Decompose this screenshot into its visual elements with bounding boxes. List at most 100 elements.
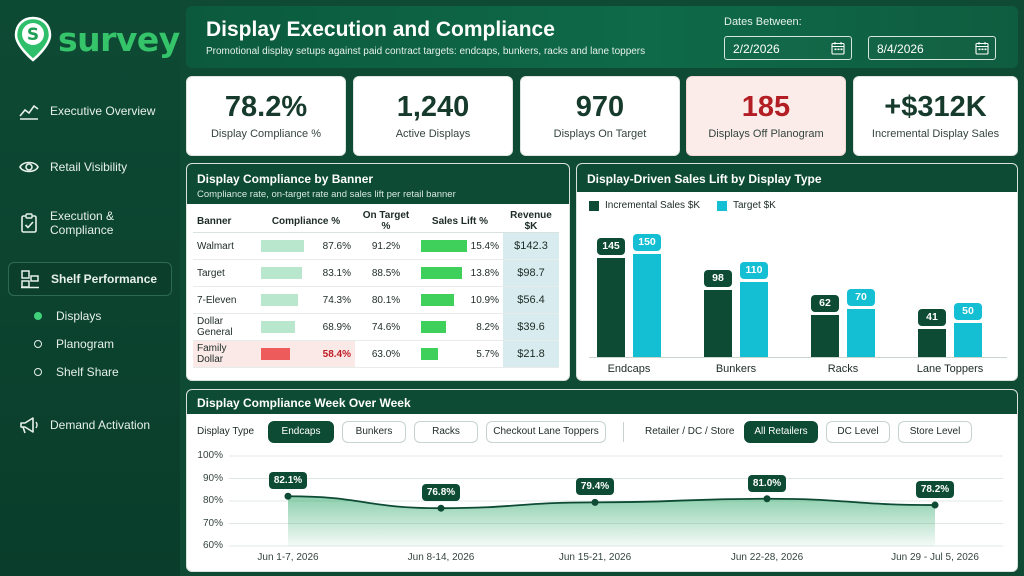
date-to-input[interactable]: 8/4/2026 [868,36,996,60]
bar-value-label: 150 [633,234,661,252]
display-type-label: Display Type [197,426,255,437]
sub-item-planogram[interactable]: Planogram [8,330,172,358]
column-header[interactable]: Sales Lift % [417,210,503,233]
sidebar-item-execution-compliance[interactable]: Execution & Compliance [8,206,172,240]
sidebar-item-retail-visibility[interactable]: Retail Visibility [8,150,172,184]
legend-label: Target $K [733,200,776,211]
kpi-displays-off-planogram: 185 Displays Off Planogram [686,76,846,156]
sidebar-item-label: Execution & Compliance [50,209,115,237]
bar-lane-toppers-target[interactable] [954,322,982,357]
sidebar-item-shelf-performance[interactable]: Shelf Performance [8,262,172,296]
sidebar-item-label: Retail Visibility [50,160,128,174]
lift-cell: 10.9% [417,286,503,314]
column-header[interactable]: On Target % [355,210,417,233]
kpi-value: 185 [741,91,791,123]
shelf-icon [21,270,39,289]
sidebar-item-executive-overview[interactable]: Executive Overview [8,94,172,128]
bar-racks-target[interactable] [847,309,875,357]
bar-value-label: 62 [811,294,839,312]
filter-chip-checkout-lane-toppers[interactable]: Checkout Lane Toppers [486,421,606,443]
date-from-value: 2/2/2026 [733,42,780,56]
on-target-value: 63.0% [355,340,417,368]
compliance-cell: 68.9% [257,313,355,341]
y-tick-label: 100% [197,450,223,461]
dot-icon [34,340,42,348]
bar-lane-toppers-incremental[interactable] [918,328,946,357]
page-header: Display Execution and Compliance Promoti… [186,6,1018,68]
panel-header: Display Compliance by Banner Compliance … [187,164,569,204]
sub-item-displays[interactable]: Displays [8,302,172,330]
compliance-bar [261,267,302,279]
bar-bunkers-incremental[interactable] [704,289,732,357]
y-tick-label: 90% [202,472,223,484]
line-point[interactable] [931,501,939,509]
bar-racks-incremental[interactable] [811,314,839,357]
line-point[interactable] [437,504,445,512]
calendar-icon[interactable] [975,41,989,55]
x-tick-label: Jun 15-21, 2026 [558,552,632,563]
revenue-value: $39.6 [503,313,559,341]
trend-line-icon [19,104,39,120]
filter-chip-store-level[interactable]: Store Level [898,421,972,443]
line-point[interactable] [284,492,292,500]
table-row[interactable]: Target 83.1% 88.5% 13.8% $98.7 [193,259,559,287]
line-chart-svg [229,455,1003,547]
line-point[interactable] [763,495,771,503]
logo[interactable]: S survey [14,16,180,62]
sub-item-shelf-share[interactable]: Shelf Share [8,358,172,386]
lift-bar [421,240,467,252]
lift-bar [421,267,462,279]
sidebar-item-label: Demand Activation [50,418,151,432]
bar-value-label: 41 [918,308,946,326]
column-header[interactable]: Compliance % [257,210,355,233]
compliance-value: 87.6% [322,241,351,252]
sub-item-label: Shelf Share [56,365,119,379]
bar-endcaps-incremental[interactable] [597,257,625,357]
y-tick-label: 70% [202,517,223,529]
dot-icon [34,368,42,376]
table-row[interactable]: Family Dollar 58.4% 63.0% 5.7% $21.8 [193,340,559,368]
filter-chip-all-retailers[interactable]: All Retailers [744,421,818,443]
kpi-label: Displays Off Planogram [708,128,824,140]
kpi-label: Active Displays [395,128,471,140]
lift-value: 10.9% [470,295,499,306]
kpi-label: Displays On Target [553,128,647,140]
filter-chip-racks[interactable]: Racks [414,421,478,443]
table-row[interactable]: Walmart 87.6% 91.2% 15.4% $142.3 [193,232,559,260]
column-header[interactable]: Revenue $K [503,210,559,233]
table-row[interactable]: Dollar General 68.9% 74.6% 8.2% $39.6 [193,313,559,341]
compliance-bar [261,294,298,306]
level-label: Retailer / DC / Store [645,426,735,437]
bar-value-label: 50 [954,302,982,320]
bar-bunkers-target[interactable] [740,281,768,357]
logo-text: survey [58,19,180,59]
table-row[interactable]: 7-Eleven 74.3% 80.1% 10.9% $56.4 [193,286,559,314]
date-from-input[interactable]: 2/2/2026 [724,36,852,60]
bar-value-label: 98 [704,269,732,287]
column-header[interactable]: Banner [193,210,257,233]
point-value-label: 76.8% [422,484,460,502]
kpi-displays-on-target: 970 Displays On Target [520,76,680,156]
table-header-row: Banner Compliance % On Target % Sales Li… [193,210,559,233]
revenue-value: $142.3 [503,232,559,260]
filter-chip-bunkers[interactable]: Bunkers [342,421,406,443]
compliance-cell: 87.6% [257,232,355,260]
on-target-value: 80.1% [355,286,417,314]
kpi-active-displays: 1,240 Active Displays [353,76,513,156]
filter-chip-endcaps[interactable]: Endcaps [268,421,334,443]
lift-cell: 15.4% [417,232,503,260]
banner-compliance-panel: Display Compliance by Banner Compliance … [186,163,570,381]
filter-chip-dc-level[interactable]: DC Level [826,421,890,443]
category-label: Lane Toppers [916,363,984,375]
bar-value-label: 145 [597,237,625,255]
bar-endcaps-target[interactable] [633,254,661,357]
date-to-value: 8/4/2026 [877,42,924,56]
y-tick-label: 60% [202,540,223,551]
legend-swatch [589,200,599,211]
line-point[interactable] [591,498,599,506]
compliance-bar [261,348,291,360]
survey-logo-icon: S [14,16,52,62]
compliance-bar [261,321,296,333]
sidebar-item-demand-activation[interactable]: Demand Activation [8,408,172,442]
calendar-icon[interactable] [831,41,845,55]
